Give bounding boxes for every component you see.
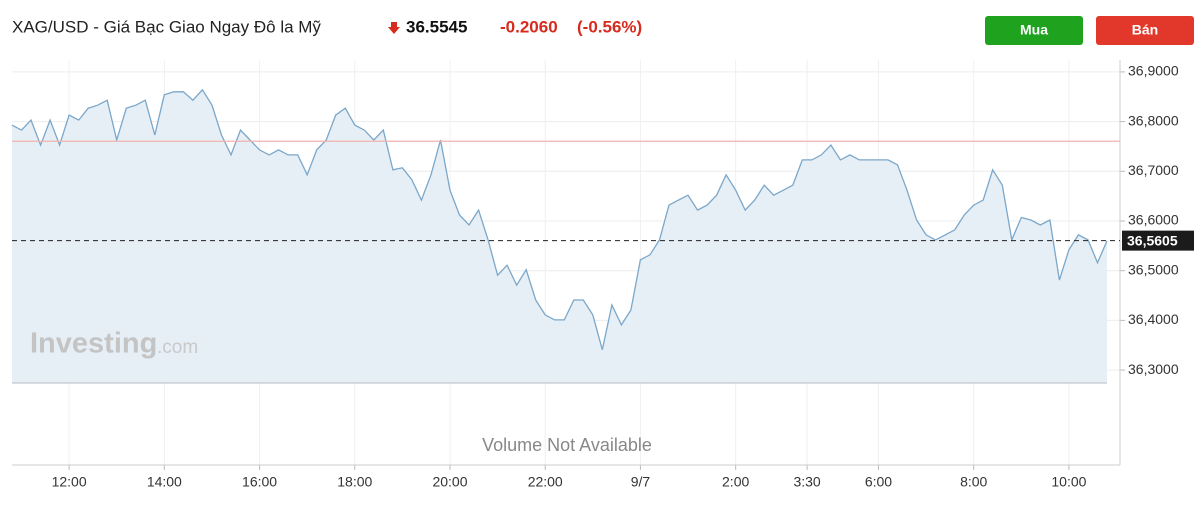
x-tick-label: 10:00 bbox=[1051, 474, 1086, 490]
x-tick-label: 6:00 bbox=[865, 474, 892, 490]
current-price-label: 36,5605 bbox=[1127, 232, 1178, 248]
chart: 36,3000 36,4000 36,5000 36,6000 36,7000 36,80… bbox=[11, 60, 1194, 490]
buy-button-bg bbox=[985, 16, 1083, 45]
x-tick-label: 8:00 bbox=[960, 474, 987, 490]
x-tick-label: 18:00 bbox=[337, 474, 372, 490]
sell-button-bg bbox=[1096, 16, 1194, 45]
buy-button[interactable]: Mua bbox=[985, 16, 1083, 45]
current-price-tag bbox=[1122, 230, 1194, 251]
y-tick-label: 36,4000 bbox=[1128, 311, 1179, 327]
x-tick-label: 14:00 bbox=[147, 474, 182, 490]
volume-note: Volume Not Available bbox=[482, 435, 652, 455]
x-tick-label: 16:00 bbox=[242, 474, 277, 490]
price-line bbox=[11, 88, 1108, 350]
x-tick-label: 20:00 bbox=[432, 474, 467, 490]
y-tick-label: 36,3000 bbox=[1128, 361, 1179, 377]
y-tick-label: 36,9000 bbox=[1128, 63, 1179, 79]
x-tick-label: 2:00 bbox=[722, 474, 749, 490]
x-tick-label: 12:00 bbox=[52, 474, 87, 490]
y-tick-label: 36,7000 bbox=[1128, 162, 1179, 178]
down-arrow bbox=[388, 22, 400, 34]
x-tick-label: 22:00 bbox=[528, 474, 563, 490]
price-change: -0.2060 bbox=[500, 17, 558, 36]
y-tick-label: 36,8000 bbox=[1128, 112, 1179, 128]
last-price: 36.5545 bbox=[406, 17, 467, 36]
y-tick-label: 36,5000 bbox=[1128, 261, 1179, 277]
watermark-suffix: .com bbox=[157, 337, 198, 358]
sell-button[interactable]: Bán bbox=[1096, 16, 1194, 45]
buy-label: Mua bbox=[1020, 22, 1048, 38]
watermark-brand: Investing bbox=[30, 328, 157, 360]
x-tick-label: 3:30 bbox=[793, 474, 820, 490]
price-area bbox=[12, 89, 1107, 384]
instrument-title: XAG/USD - Giá Bạc Giao Ngay Đô la Mỹ bbox=[12, 17, 321, 36]
y-tick-label: 36,6000 bbox=[1128, 212, 1179, 228]
x-tick-label: 9/7 bbox=[631, 474, 651, 490]
price-change-pct: (-0.56%) bbox=[577, 17, 642, 36]
sell-label: Bán bbox=[1132, 22, 1158, 38]
